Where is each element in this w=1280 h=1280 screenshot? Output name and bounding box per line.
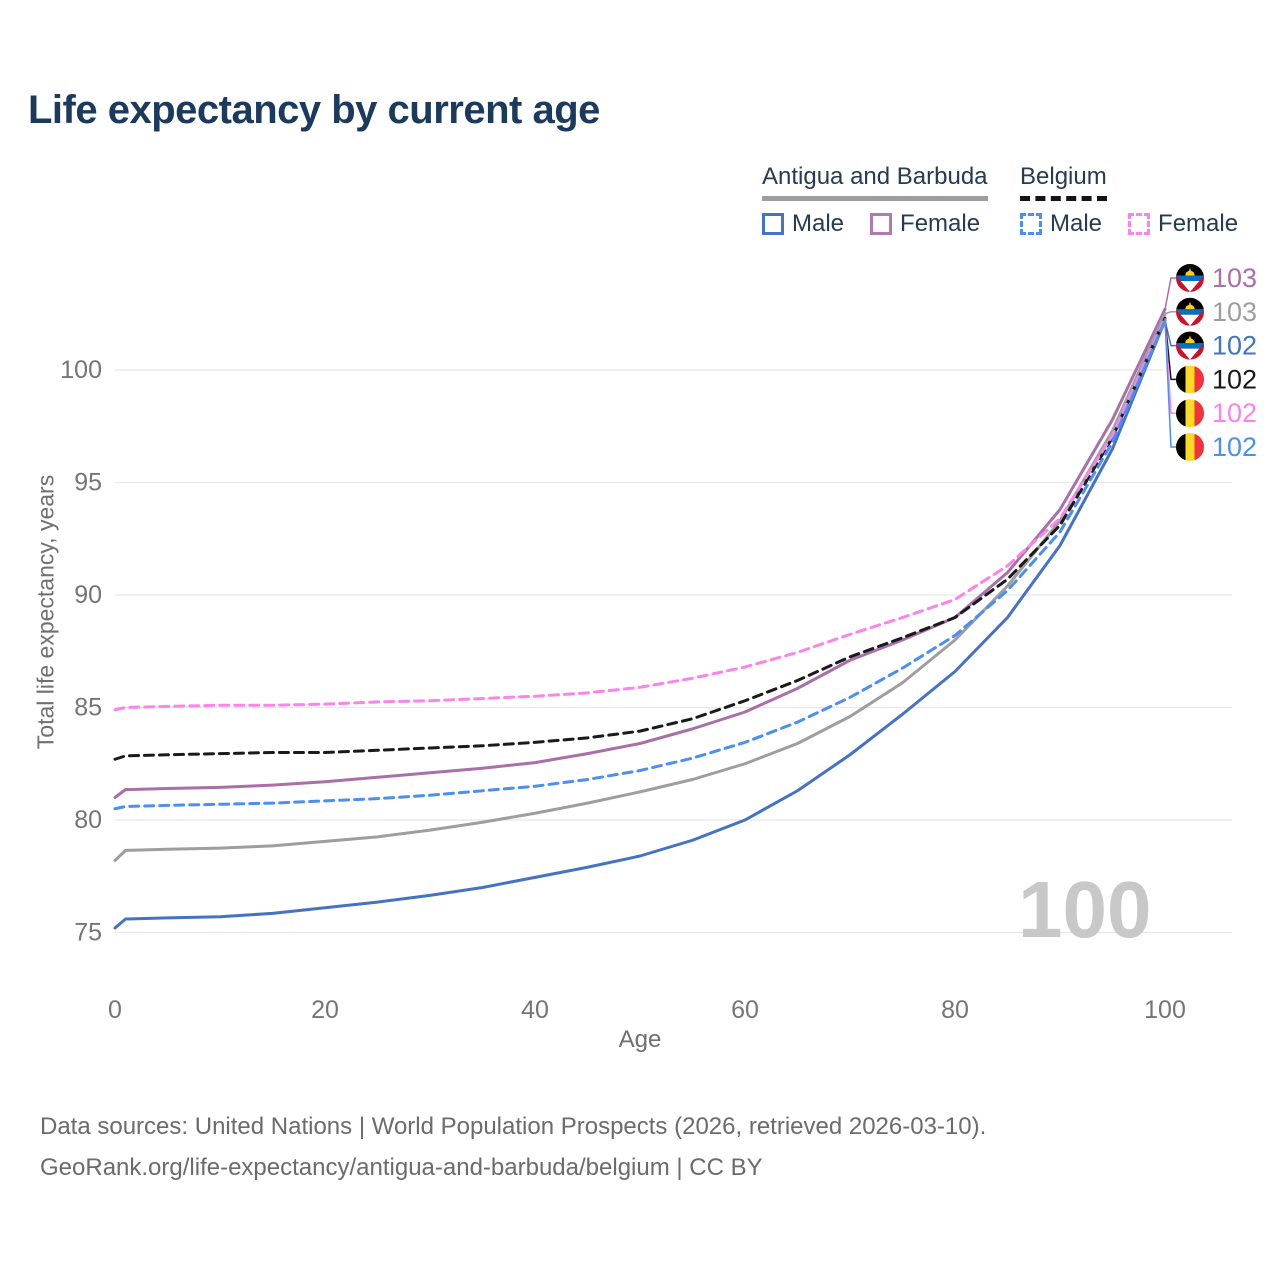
belgium-flag-icon xyxy=(1176,365,1204,393)
page-title: Life expectancy by current age xyxy=(28,88,600,132)
be-male-swatch-icon xyxy=(1020,213,1042,235)
series-line-ab-total[interactable] xyxy=(113,312,1167,862)
end-label-value-ab-male: 102 xyxy=(1212,331,1257,361)
end-label-value-ab-total: 103 xyxy=(1212,297,1257,327)
end-label-value-be-total: 102 xyxy=(1212,364,1257,394)
x-axis-title: Age xyxy=(618,1026,662,1053)
footer: Data sources: United Nations | World Pop… xyxy=(40,1106,986,1188)
source-url-line: GeoRank.org/life-expectancy/antigua-and-… xyxy=(40,1154,763,1181)
end-label-connector xyxy=(1164,311,1176,315)
series-line-be-female[interactable] xyxy=(113,316,1167,712)
data-source-line: Data sources: United Nations | World Pop… xyxy=(40,1113,987,1140)
legend-country-belgium[interactable]: Belgium xyxy=(1020,163,1107,201)
legend-item-label: Male xyxy=(792,210,845,237)
legend-item-be-female[interactable]: Female xyxy=(1128,210,1238,238)
ab-female-swatch-icon xyxy=(870,213,893,235)
age-watermark: 100 xyxy=(1018,865,1152,954)
legend-item-ab-male[interactable]: Male xyxy=(762,210,844,238)
series-line-be-male[interactable] xyxy=(113,319,1167,811)
be-female-swatch-icon xyxy=(1128,213,1151,235)
y-tick-label: 95 xyxy=(74,469,102,497)
y-tick-label: 80 xyxy=(74,806,102,834)
end-label-connector xyxy=(1164,277,1176,310)
belgium-flag-icon xyxy=(1176,433,1204,461)
legend-item-label: Female xyxy=(1158,210,1239,237)
x-tick-label: 0 xyxy=(108,996,122,1024)
legend-item-label: Female xyxy=(900,210,981,237)
y-tick-label: 100 xyxy=(60,356,102,384)
legend-country-antigua-and-barbuda[interactable]: Antigua and Barbuda xyxy=(762,163,988,201)
series-line-ab-male[interactable] xyxy=(113,319,1167,930)
y-tick-label: 75 xyxy=(74,919,102,947)
y-tick-label: 85 xyxy=(74,694,102,722)
x-tick-label: 80 xyxy=(941,996,969,1024)
x-tick-label: 60 xyxy=(731,996,759,1024)
x-tick-label: 40 xyxy=(521,996,549,1024)
ab-male-swatch-icon xyxy=(762,213,784,235)
legend-item-be-male[interactable]: Male xyxy=(1020,210,1102,238)
series-line-ab-female[interactable] xyxy=(113,307,1167,799)
legend-item-label: Male xyxy=(1050,210,1103,237)
y-tick-label: 90 xyxy=(74,581,102,609)
y-axis-title: Total life expectancy, years xyxy=(32,474,59,750)
end-label-value-be-male: 102 xyxy=(1212,432,1257,462)
legend-item-ab-female[interactable]: Female xyxy=(870,210,980,238)
x-tick-label: 100 xyxy=(1144,996,1186,1024)
legend-group-belgium: Belgium Male Female xyxy=(1020,163,1238,238)
antigua-and-barbuda-flag-icon xyxy=(1176,332,1204,360)
end-label-connector xyxy=(1164,320,1176,448)
end-label-connector xyxy=(1164,320,1176,347)
x-tick-label: 20 xyxy=(311,996,339,1024)
belgium-flag-icon xyxy=(1176,399,1204,427)
end-label-value-be-female: 102 xyxy=(1212,398,1257,428)
series-line-be-total[interactable] xyxy=(113,316,1167,761)
legend-group-antigua-and-barbuda: Antigua and Barbuda Male Female xyxy=(762,163,988,238)
end-label-value-ab-female: 103 xyxy=(1212,263,1257,293)
antigua-and-barbuda-flag-icon xyxy=(1176,298,1204,326)
antigua-and-barbuda-flag-icon xyxy=(1176,264,1204,292)
